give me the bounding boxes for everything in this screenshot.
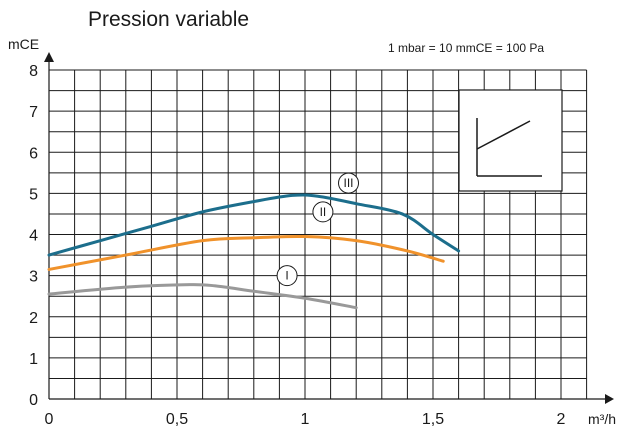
y-tick-label: 5 [29, 186, 38, 203]
chart-title: Pression variable [88, 8, 249, 31]
x-tick-label: 0 [45, 411, 54, 428]
x-axis-label: m³/h [588, 411, 616, 427]
control-mode-icon [458, 89, 563, 192]
y-tick-label: 6 [29, 145, 38, 162]
y-tick-label: 3 [29, 269, 38, 286]
series-line-iii [47, 193, 461, 257]
x-tick-labels: 0 0,5 1 1,5 2 [45, 411, 566, 428]
y-tick-label: 2 [29, 310, 38, 327]
y-tick-label: 7 [29, 104, 38, 121]
series-label-iii: III [344, 176, 354, 190]
series-label-circle [338, 172, 360, 194]
x-tick-label: 1 [301, 411, 310, 428]
x-axis-arrow-icon [605, 394, 614, 404]
series-label-circle [312, 201, 334, 223]
x-tick-label: 1,5 [422, 411, 444, 428]
x-tick-label: 2 [557, 411, 566, 428]
y-tick-label: 4 [29, 228, 38, 245]
y-tick-labels: 0 1 2 3 4 5 6 7 8 [29, 63, 38, 409]
unit-conversion-note: 1 mbar = 10 mmCE = 100 Pa [388, 41, 544, 55]
y-tick-label: 0 [29, 392, 38, 409]
y-axis-arrow-icon [44, 52, 54, 62]
y-tick-label: 1 [29, 351, 38, 368]
x-tick-label: 0,5 [166, 411, 188, 428]
series-line-i [47, 283, 358, 310]
series-label-ii: II [320, 205, 327, 219]
y-tick-label: 8 [29, 63, 38, 80]
series-label-i: I [285, 269, 288, 283]
series-line-ii [47, 234, 445, 271]
y-axis-label: mCE [8, 36, 39, 52]
series-label-circle [276, 265, 298, 287]
grid [49, 69, 588, 399]
